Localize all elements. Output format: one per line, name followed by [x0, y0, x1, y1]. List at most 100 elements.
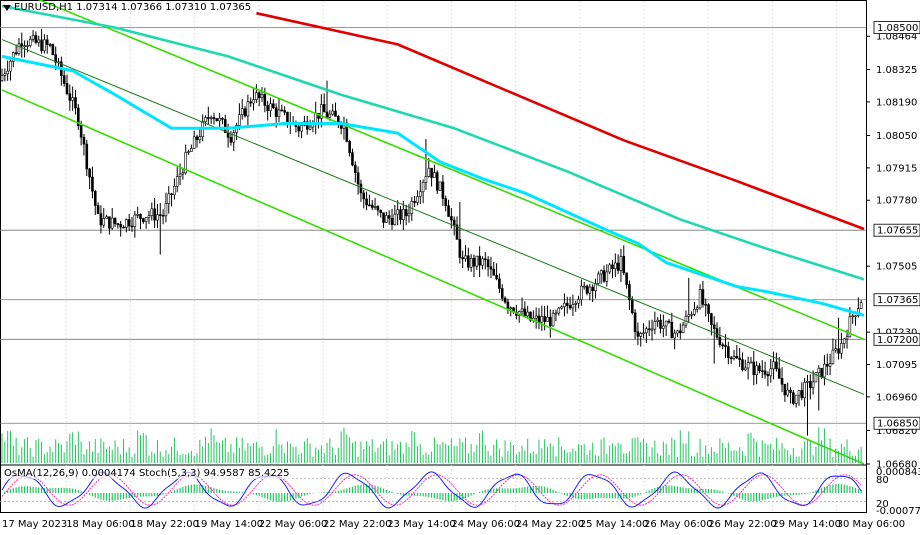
time-label: 29 May 14:00 — [772, 519, 841, 530]
level-label-box — [873, 21, 920, 34]
candle-body — [356, 172, 360, 185]
candle-body — [105, 216, 108, 219]
candle-body — [551, 312, 555, 327]
candle-body — [243, 108, 247, 117]
candle-body — [334, 110, 337, 117]
candle-body — [777, 368, 781, 379]
candle-body — [534, 315, 538, 319]
candle-body — [68, 93, 72, 101]
time-label: 24 May 06:00 — [451, 519, 520, 530]
candle-body — [772, 361, 775, 370]
time-label: 17 May 2023 — [2, 519, 67, 530]
candle-body — [560, 306, 563, 309]
level-label-box — [873, 332, 920, 346]
level-label: 1.07655 — [877, 226, 918, 237]
candle-body — [393, 213, 397, 225]
candle-body — [809, 381, 812, 388]
candle-body — [452, 219, 456, 226]
candle-body — [322, 104, 326, 113]
candle-body — [207, 117, 210, 119]
candle-body — [351, 152, 354, 166]
candle-body — [277, 109, 281, 117]
candle-body — [724, 344, 727, 347]
time-label: 30 May 06:00 — [837, 519, 906, 530]
candle-body — [272, 103, 275, 109]
candle-body — [424, 176, 428, 183]
candle-body — [450, 216, 453, 221]
candle-body — [31, 35, 35, 40]
candle-body — [582, 285, 586, 288]
candle-body — [418, 191, 422, 197]
candle-body — [758, 365, 761, 371]
candle-body — [704, 303, 708, 306]
candle-body — [204, 117, 207, 122]
candle-body — [139, 214, 142, 219]
candle-body — [190, 148, 193, 152]
candle-body — [622, 256, 626, 274]
candle-body — [825, 363, 829, 367]
candle-body — [136, 214, 139, 216]
candle-body — [783, 383, 787, 396]
candle-body — [82, 136, 86, 145]
candle-body — [840, 343, 843, 354]
candle-body — [158, 214, 162, 216]
level-label-box — [873, 223, 920, 237]
candle-body — [707, 304, 710, 314]
collapse-triangle-icon[interactable] — [3, 5, 11, 11]
candle-body — [690, 314, 693, 316]
candle-body — [599, 270, 603, 275]
candle-body — [402, 209, 405, 221]
candle-body — [119, 224, 123, 228]
candle-body — [817, 367, 821, 373]
candle-body — [715, 328, 719, 338]
price-tick-label: 1.06820 — [876, 426, 917, 437]
candle-body — [794, 394, 798, 404]
channel-lower-line — [1, 89, 865, 465]
candle-body — [523, 308, 527, 317]
candle-body — [718, 336, 722, 346]
price-tick-label: 1.08464 — [876, 32, 917, 43]
candle-body — [153, 208, 156, 221]
candle-body — [820, 367, 823, 378]
candle-body — [263, 94, 267, 106]
candle-body — [630, 299, 634, 314]
oscillator-title: OsMA(12,26,9) 0.0004174 Stoch(5,3,3) 94.… — [4, 468, 290, 479]
candle-body — [478, 255, 481, 266]
candle-body — [328, 113, 332, 118]
candle-body — [458, 239, 462, 258]
candle-body — [79, 125, 83, 138]
candle-body — [605, 271, 609, 282]
candle-body — [498, 278, 501, 289]
candle-body — [823, 363, 826, 378]
candle-body — [93, 190, 97, 206]
candle-body — [379, 209, 383, 214]
candle-body — [34, 35, 38, 43]
candle-body — [427, 167, 431, 177]
candle-body — [164, 203, 168, 217]
candle-body — [229, 137, 233, 143]
candle-body — [859, 302, 863, 309]
candle-body — [430, 167, 433, 178]
candle-body — [130, 225, 134, 228]
candle-body — [255, 92, 258, 100]
candle-body — [495, 274, 498, 280]
candle-body — [760, 370, 764, 372]
candle-body — [803, 382, 806, 399]
candle-body — [192, 136, 196, 149]
candle-body — [353, 164, 357, 174]
osc-tick-label: 0.0008432 — [876, 467, 920, 478]
candle-body — [557, 307, 561, 314]
candle-body — [20, 43, 24, 47]
candle-body — [735, 355, 739, 359]
candle-body — [619, 256, 623, 271]
candle-body — [116, 223, 120, 225]
candle-body — [45, 39, 49, 45]
candle-body — [687, 314, 691, 317]
candle-body — [359, 183, 363, 194]
candle-body — [616, 262, 620, 271]
candle-body — [492, 268, 496, 276]
candle-body — [797, 390, 801, 396]
candle-body — [563, 302, 566, 308]
candle-body — [766, 374, 770, 377]
candle-body — [14, 52, 18, 54]
